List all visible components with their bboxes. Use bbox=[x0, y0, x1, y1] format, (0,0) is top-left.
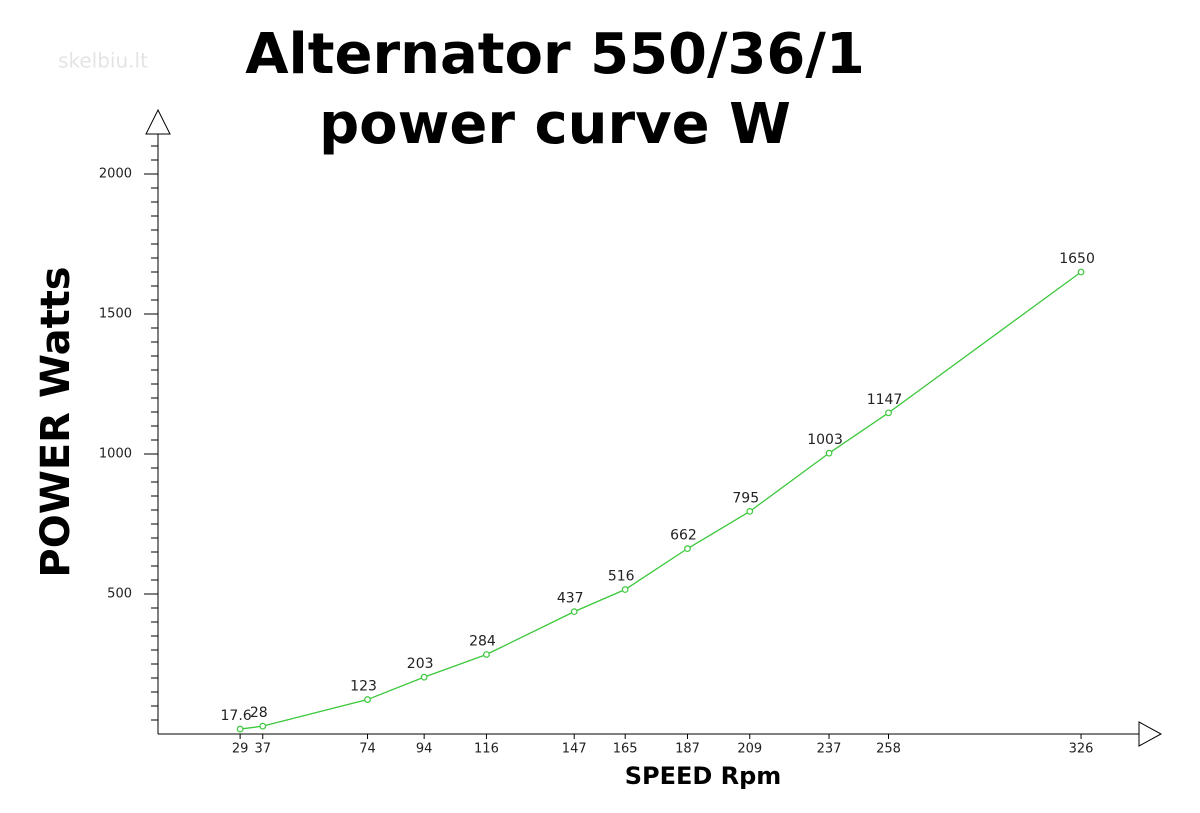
data-label: 28 bbox=[250, 705, 268, 721]
point bbox=[684, 545, 691, 553]
point bbox=[420, 673, 428, 681]
watermark: skelbiu.lt bbox=[58, 49, 148, 73]
point bbox=[825, 449, 833, 457]
x-tick-label: 37 bbox=[254, 742, 271, 757]
chart-title: power curve W bbox=[319, 92, 791, 157]
x-tick-label: 147 bbox=[562, 742, 587, 757]
data-label: 1003 bbox=[807, 432, 843, 448]
x-tick-label: 165 bbox=[613, 742, 638, 757]
point bbox=[746, 508, 754, 515]
y-axis-arrow bbox=[145, 108, 171, 135]
point bbox=[236, 725, 244, 733]
data-label: 1650 bbox=[1059, 251, 1095, 267]
data-label: 284 bbox=[469, 633, 496, 649]
chart-title: Alternator 550/36/1 bbox=[245, 22, 865, 87]
y-axis-label: POWER Watts bbox=[33, 266, 79, 577]
x-tick-label: 116 bbox=[474, 742, 499, 757]
point bbox=[364, 696, 371, 703]
point bbox=[570, 608, 578, 616]
x-tick-label: 29 bbox=[232, 742, 249, 757]
data-label: 203 bbox=[407, 656, 434, 672]
data-label: 516 bbox=[608, 569, 635, 585]
line bbox=[240, 271, 1082, 730]
y-tick-label: 1500 bbox=[99, 307, 132, 322]
y-tick-label: 1000 bbox=[99, 447, 132, 462]
x-tick-label: 209 bbox=[737, 742, 762, 757]
x-tick-label: 237 bbox=[817, 742, 842, 757]
x-tick-label: 326 bbox=[1069, 742, 1094, 757]
point bbox=[1077, 268, 1085, 276]
x-tick-label: 258 bbox=[876, 742, 901, 757]
data-label: 123 bbox=[350, 679, 377, 695]
point bbox=[885, 409, 892, 417]
x-axis-label: SPEED Rpm bbox=[625, 762, 782, 790]
data-label: 17.6 bbox=[221, 708, 252, 724]
point bbox=[621, 586, 629, 593]
x-tick-label: 94 bbox=[416, 742, 433, 757]
point bbox=[259, 722, 267, 730]
y-tick-label: 500 bbox=[107, 587, 132, 602]
y-tick-label: 2000 bbox=[99, 167, 132, 182]
point bbox=[483, 651, 490, 658]
data-label: 662 bbox=[670, 528, 697, 544]
data-label: 437 bbox=[557, 591, 584, 607]
data-label: 1147 bbox=[867, 392, 903, 408]
x-tick-label: 74 bbox=[359, 742, 376, 757]
data-label: 795 bbox=[732, 490, 759, 506]
x-axis-arrow bbox=[1138, 721, 1163, 747]
x-tick-label: 187 bbox=[675, 742, 700, 757]
